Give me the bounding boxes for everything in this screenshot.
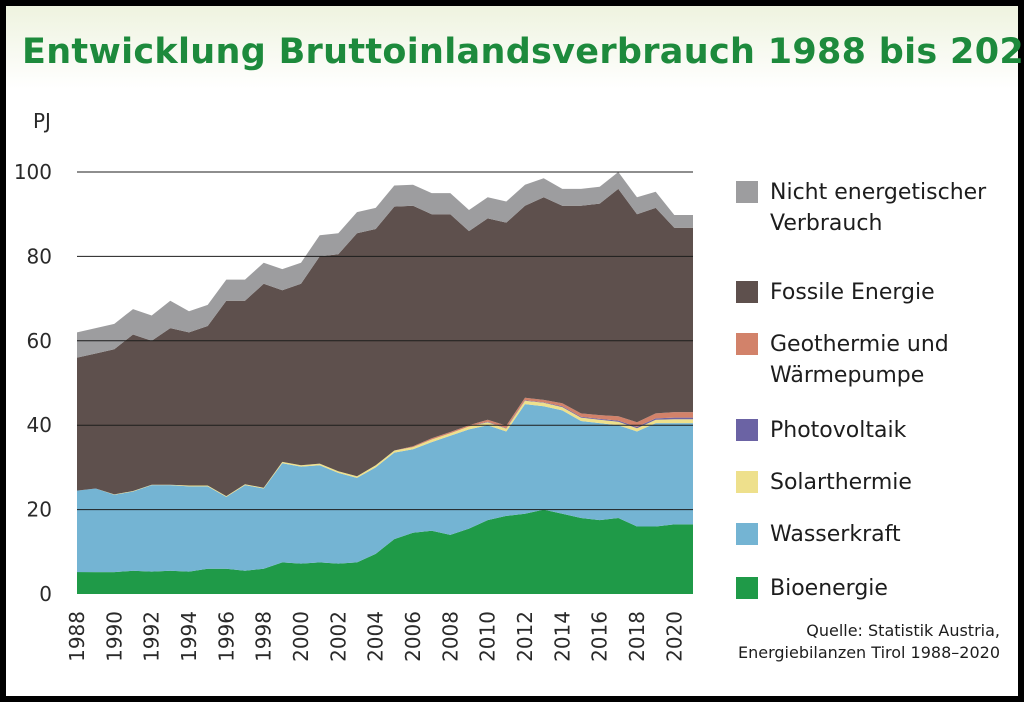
x-tick-label: 2008	[438, 611, 462, 662]
legend-label: Geothermie und Wärmepumpe	[770, 332, 949, 388]
area-series-6	[77, 172, 693, 358]
y-axis-label: PJ	[33, 109, 51, 133]
y-tick-label: 20	[27, 498, 52, 522]
legend-swatch	[736, 523, 758, 545]
source-line-1: Quelle: Statistik Austria,	[806, 621, 1000, 640]
x-tick-label: 2010	[476, 611, 500, 662]
x-tick-label: 2016	[588, 611, 612, 662]
x-tick-label: 2020	[662, 611, 686, 662]
x-tick-labels: 1988 1990 1992 1994 1996 1998 2000 2002 2004 2006…	[65, 611, 686, 662]
legend-swatch	[736, 577, 758, 599]
x-tick-label: 2004	[364, 611, 388, 662]
x-tick-label: 1996	[214, 611, 238, 662]
x-tick-label: 1994	[177, 611, 201, 662]
legend-label: Nicht energetischer Verbrauch	[770, 180, 987, 236]
x-tick-label: 2012	[513, 611, 537, 662]
legend-label: Solarthermie	[770, 470, 912, 495]
area-layers	[77, 172, 693, 594]
x-tick-label: 1998	[252, 611, 276, 662]
source-line-2: Energiebilanzen Tirol 1988–2020	[737, 643, 1000, 662]
legend-label: Bioenergie	[770, 576, 888, 601]
y-tick-label: 40	[27, 413, 52, 437]
x-tick-label: 1988	[65, 611, 89, 662]
chart-title: Entwicklung Bruttoinlandsverbrauch 1988 …	[22, 32, 1024, 72]
area-series-0	[77, 509, 693, 594]
legend-swatch	[736, 181, 758, 203]
legend-label: Fossile Energie	[770, 280, 935, 305]
legend-swatch	[736, 281, 758, 303]
y-tick-label: 100	[14, 160, 52, 184]
y-tick-label: 80	[27, 244, 52, 268]
y-tick-label: 60	[27, 329, 52, 353]
x-tick-label: 1990	[102, 611, 126, 662]
legend-label: Photovoltaik	[770, 418, 907, 443]
y-tick-label: 0	[39, 582, 52, 606]
legend-label: Wasserkraft	[770, 522, 901, 547]
source-note: Quelle: Statistik Austria, Energiebilanz…	[738, 620, 1000, 664]
x-tick-label: 2002	[326, 611, 350, 662]
legend-swatch	[736, 419, 758, 441]
gridlines	[77, 171, 693, 511]
area-series-5	[77, 188, 693, 497]
legend-swatch	[736, 471, 758, 493]
y-tick-labels: 0 20 40 60 80 100	[14, 160, 52, 606]
x-tick-label: 2014	[550, 611, 574, 662]
x-tick-label: 1992	[140, 611, 164, 662]
x-tick-label: 2018	[625, 611, 649, 662]
x-tick-label: 2000	[289, 611, 313, 662]
x-tick-label: 2006	[401, 611, 425, 662]
area-series-1	[77, 404, 693, 573]
legend-swatch	[736, 333, 758, 355]
